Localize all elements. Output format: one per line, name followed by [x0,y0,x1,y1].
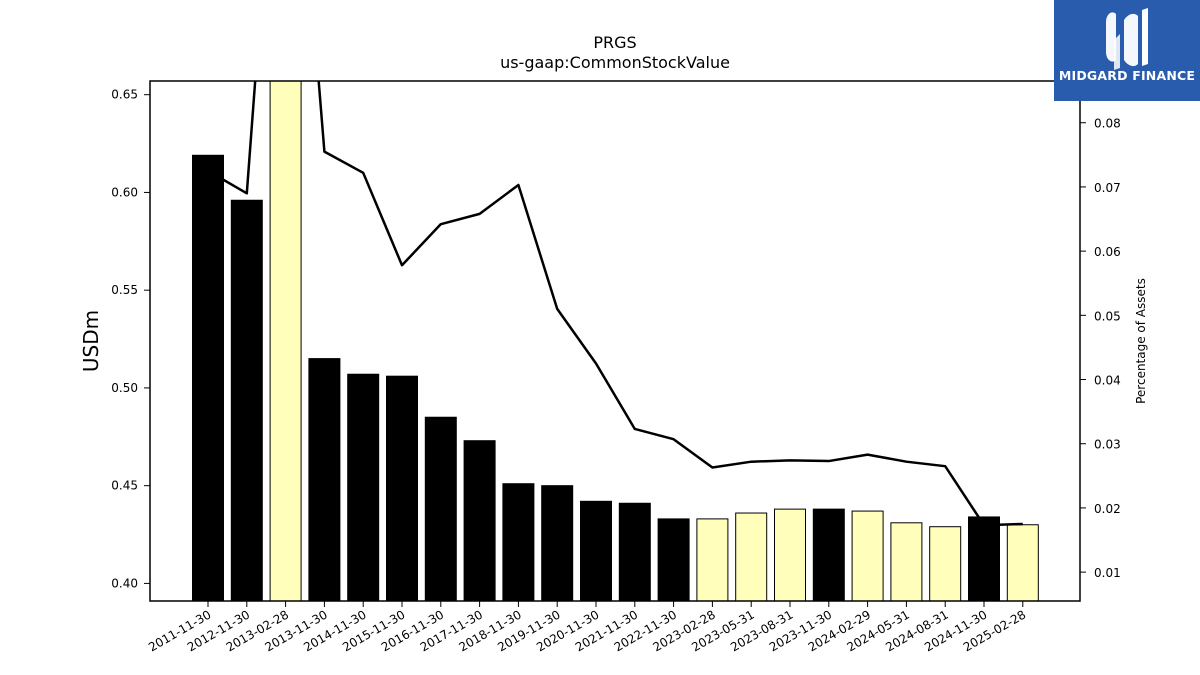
y-tick-label: 0.40 [111,576,138,590]
bar-quarterly [696,518,729,601]
bar-quarterly [890,522,923,601]
y-axis-label: USDm [79,310,103,372]
chart-subtitle: us-gaap:CommonStockValue [500,53,730,72]
bar-annual [968,516,1000,601]
bar-annual [192,154,224,601]
bar-quarterly [735,512,768,601]
series-line-percentage-of-assets [207,81,1023,527]
bar-annual [308,358,341,601]
y2-tick-label: 0.01 [1094,566,1121,580]
bar-quarterly [851,510,884,601]
bar-annual [541,485,574,601]
bar-quarterly [1006,524,1039,601]
y-tick-label: 0.55 [111,283,138,297]
bar-annual [424,416,457,601]
bar-annual [502,483,535,601]
y2-tick-label: 0.05 [1094,309,1121,323]
bar-annual [618,502,651,601]
y2-tick-label: 0.07 [1094,181,1121,195]
bar-quarterly [269,81,302,601]
bar-annual [657,518,690,601]
y-tick-label: 0.45 [111,479,138,493]
bar-annual [812,508,845,601]
bar-annual [230,199,263,601]
bar-annual [347,373,380,601]
y2-axis-label: Percentage of Assets [1134,278,1148,404]
y-tick-label: 0.65 [111,88,138,102]
brand-name: MIDGARD FINANCE [1058,68,1196,83]
y-tick-label: 0.50 [111,381,138,395]
line-group [207,81,1023,527]
bar-quarterly [929,526,962,601]
y-tick-label: 0.60 [111,185,138,199]
bar-annual [386,375,418,601]
bars-group [192,81,1039,601]
bar-annual [463,440,496,601]
chart-title: PRGS [593,33,636,52]
plot-frame [149,80,1081,602]
y2-tick-label: 0.02 [1094,502,1121,516]
logo-mark-icon [1106,8,1148,70]
brand-logo: MIDGARD FINANCE [1054,0,1200,101]
y2-tick-label: 0.04 [1094,374,1121,388]
bar-annual [580,500,612,601]
y2-tick-label: 0.06 [1094,245,1121,259]
y2-tick-label: 0.08 [1094,117,1121,131]
bar-quarterly [774,508,806,601]
y2-tick-label: 0.03 [1094,438,1121,452]
